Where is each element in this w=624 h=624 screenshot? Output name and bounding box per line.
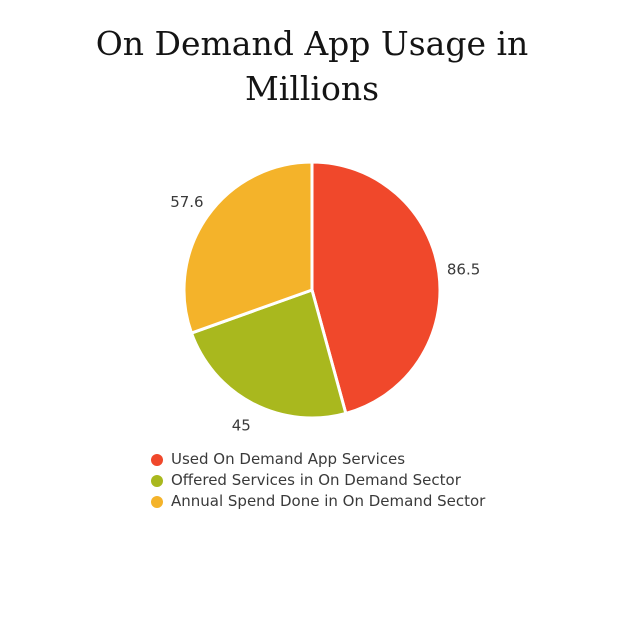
legend-item-offered-services: Offered Services in On Demand Sector	[151, 473, 485, 488]
slice-value-label-1: 45	[232, 417, 251, 435]
pie-slice-2	[182, 160, 314, 335]
legend-label: Used On Demand App Services	[171, 450, 406, 468]
slice-value-label-2: 57.6	[170, 193, 203, 211]
slice-value-label-0: 86.5	[447, 261, 480, 279]
pie-slice-0	[310, 160, 442, 415]
legend-item-used-services: Used On Demand App Services	[151, 452, 485, 467]
pie-slice-1	[189, 288, 348, 420]
legend-item-annual-spend: Annual Spend Done in On Demand Sector	[151, 494, 485, 509]
legend-label: Offered Services in On Demand Sector	[171, 471, 461, 489]
legend-swatch-icon	[151, 453, 163, 466]
legend-swatch-icon	[151, 495, 163, 508]
legend: Used On Demand App Services Offered Serv…	[151, 452, 485, 509]
legend-swatch-icon	[151, 474, 163, 487]
chart-title: On Demand App Usage in Millions	[95, 24, 529, 108]
legend-label: Annual Spend Done in On Demand Sector	[171, 492, 486, 510]
